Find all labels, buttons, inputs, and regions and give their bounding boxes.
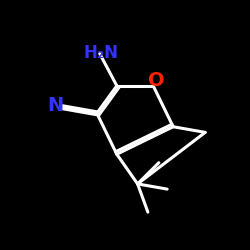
Text: H₂N: H₂N <box>84 44 118 62</box>
Text: N: N <box>47 96 63 116</box>
Text: O: O <box>148 71 164 90</box>
